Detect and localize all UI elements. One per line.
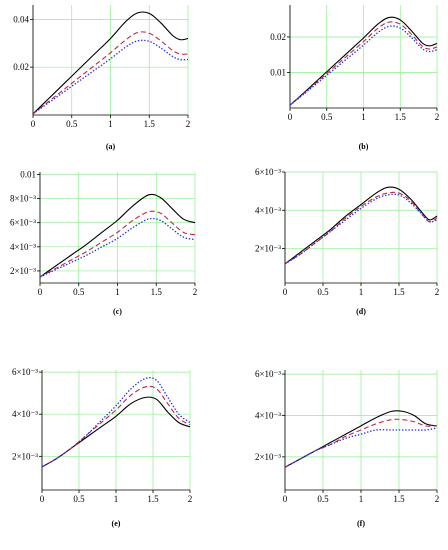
series-line-2 [39,210,196,278]
panel-caption: (f) [357,519,365,528]
y-tick-label: 6×10⁻³ [10,218,36,228]
panel-caption: (d) [356,307,366,316]
x-tick-label: 2 [193,287,198,297]
panel-b: 0 0.5 1 1.5 2 0.01 0.02 (b) [270,5,439,151]
y-tick-label: 4×10⁻³ [255,411,281,421]
x-tick-label: 0.5 [66,119,78,129]
series-line-1 [39,193,196,278]
x-tick-label: 0 [40,494,45,504]
series-line-2 [41,385,191,468]
series-line-1 [289,16,438,106]
y-tick-label: 0.01 [270,67,286,77]
x-tick-label: 2 [188,494,193,504]
x-tick-label: 0.5 [317,287,329,297]
y-tick-label: 4×10⁻³ [10,242,36,252]
x-tick-label: 0.5 [73,287,85,297]
x-tick-label: 0 [31,119,36,129]
x-tick-label: 2 [186,119,191,129]
series-line-3 [284,427,438,468]
y-tick-label: 2×10⁻³ [12,451,38,461]
x-tick-label: 1.5 [151,287,163,297]
x-tick-label: 1 [359,287,364,297]
y-tick-label: 0.01 [20,169,36,179]
y-tick-label: 6×10⁻³ [255,167,281,177]
panel-c: 0 0.5 1 1.5 2 2×10⁻³ 4×10⁻³ 6×10⁻³ 8×10⁻³ 0.01 (c) [10,169,197,316]
panel-caption: (c) [113,307,122,316]
x-tick-label: 1 [361,112,366,122]
y-tick-label: 0.02 [270,32,286,42]
panel-d: 0 0.5 1 1.5 2 2×10⁻³ 4×10⁻³ 6×10⁻³ (d) [255,167,439,316]
x-tick-label: 1.5 [393,494,405,504]
y-tick-label: 0.02 [13,62,29,72]
x-tick-label: 0 [283,494,288,504]
x-tick-label: 0 [288,112,293,122]
x-tick-label: 1.5 [144,119,156,129]
series-line-2 [284,191,438,265]
x-tick-label: 0.5 [73,494,85,504]
panel-f: 0 0.5 1 1.5 2 2×10⁻³ 4×10⁻³ 6×10⁻³ (f) [255,369,439,528]
x-tick-label: 1.5 [147,494,159,504]
series-line-3 [32,39,189,115]
panel-caption: (b) [359,142,369,151]
y-tick-label: 6×10⁻³ [12,367,38,377]
y-tick-label: 2×10⁻³ [10,266,36,276]
panel-caption: (e) [112,519,121,528]
x-tick-label: 1 [359,494,364,504]
series-line-1 [32,11,189,115]
series-line-3 [284,193,438,265]
x-tick-label: 1 [114,494,119,504]
x-tick-label: 0.5 [321,112,333,122]
x-tick-label: 1.5 [395,112,407,122]
series-line-2 [289,21,438,106]
y-tick-label: 4×10⁻³ [255,205,281,215]
x-tick-label: 2 [435,494,440,504]
x-tick-label: 0 [38,287,43,297]
y-tick-label: 6×10⁻³ [255,369,281,379]
panel-e: 0 0.5 1 1.5 2 2×10⁻³ 4×10⁻³ 6×10⁻³ (e) [12,367,192,528]
x-tick-label: 1.5 [393,287,405,297]
x-tick-label: 1 [108,119,113,129]
y-tick-label: 2×10⁻³ [255,452,281,462]
y-tick-label: 0.04 [13,14,29,24]
y-tick-label: 4×10⁻³ [12,409,38,419]
x-tick-label: 0 [283,287,288,297]
panel-a: 0 0.5 1 1.5 2 0.02 0.04 (a) [13,5,190,151]
y-tick-label: 2×10⁻³ [255,244,281,254]
x-tick-label: 0.5 [317,494,329,504]
panel-caption: (a) [106,142,116,151]
series-line-3 [39,217,196,278]
x-tick-label: 1 [115,287,120,297]
x-tick-label: 2 [435,112,440,122]
y-tick-label: 8×10⁻³ [10,194,36,204]
series-line-1 [284,186,438,265]
x-tick-label: 2 [435,287,440,297]
